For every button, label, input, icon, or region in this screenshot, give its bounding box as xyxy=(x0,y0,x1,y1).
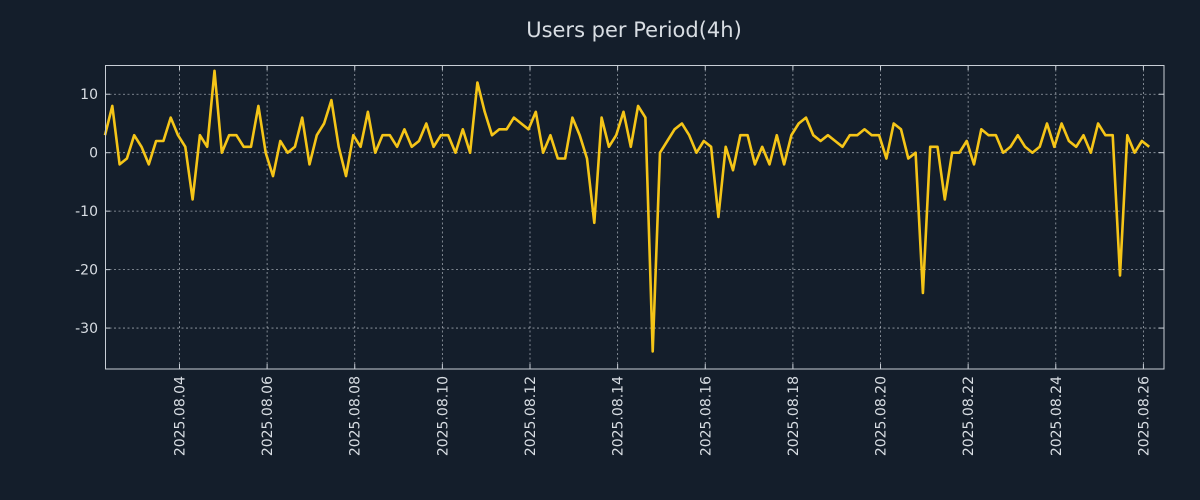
x-tick-label: 2025.08.06 xyxy=(260,376,276,456)
x-tick-label: 2025.08.26 xyxy=(1136,376,1152,456)
axis-layer: 10 0 -10 -20 -30 2025.08.04 2025.08.06 2025.08.… xyxy=(75,65,1164,456)
y-tick-label: -30 xyxy=(75,321,98,337)
y-tick-label: -10 xyxy=(75,204,98,220)
chart-title: Users per Period(4h) xyxy=(526,18,742,42)
y-tick-label: 0 xyxy=(89,146,98,162)
x-tick-label: 2025.08.24 xyxy=(1049,376,1065,456)
grid-layer xyxy=(105,65,1164,369)
plot-frame xyxy=(105,65,1165,370)
x-tick-label: 2025.08.08 xyxy=(348,376,364,456)
y-tick-label: 10 xyxy=(80,87,98,103)
y-tick-label: -20 xyxy=(75,263,98,279)
x-tick-label: 2025.08.20 xyxy=(874,376,890,456)
x-tick-label: 2025.08.16 xyxy=(698,376,714,456)
series-layer xyxy=(103,69,1151,353)
x-tick-label: 2025.08.04 xyxy=(172,376,188,456)
x-tick-label: 2025.08.12 xyxy=(523,376,539,456)
series-line-users xyxy=(103,69,1151,353)
x-tick-label: 2025.08.22 xyxy=(961,376,977,456)
x-tick-label: 2025.08.18 xyxy=(786,376,802,456)
x-tick-label: 2025.08.10 xyxy=(435,376,451,456)
x-tick-label: 2025.08.14 xyxy=(611,376,627,456)
